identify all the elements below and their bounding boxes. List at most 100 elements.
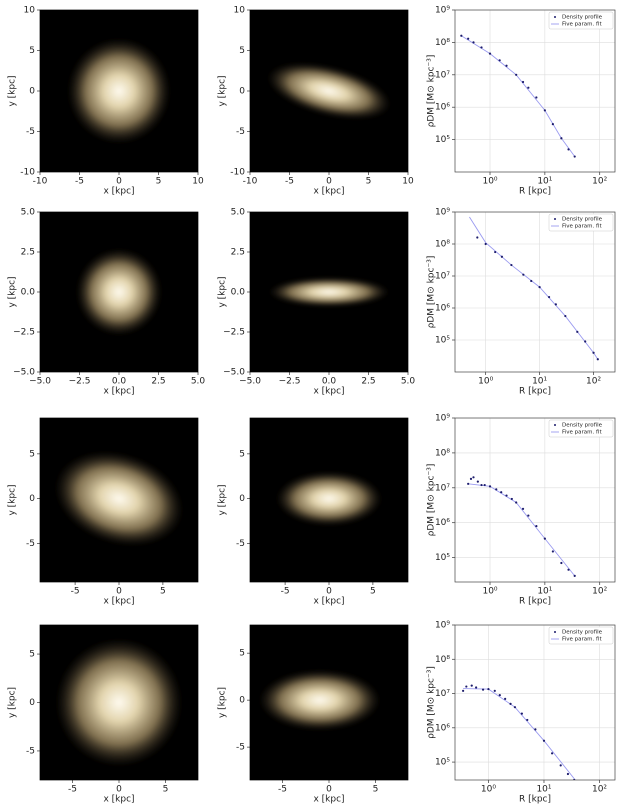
x-tick-label: 0 bbox=[326, 785, 332, 795]
x-axis-label: x [kpc] bbox=[103, 795, 134, 805]
data-point bbox=[505, 64, 508, 67]
y-tick-label: −5.0 bbox=[223, 368, 245, 378]
data-point bbox=[504, 697, 507, 700]
data-point bbox=[509, 702, 512, 705]
x-tick-label: 5 bbox=[163, 785, 169, 795]
panel: 10⁰ 10¹ 10² 10⁵ 10⁶ 10⁷ 10⁸ 10⁹ Density profileF… bbox=[427, 621, 616, 805]
x-axis-label: x [kpc] bbox=[313, 187, 344, 197]
y-tick-label: −2.5 bbox=[223, 328, 245, 338]
data-point bbox=[550, 752, 554, 755]
y-tick-label: −5.0 bbox=[13, 368, 35, 378]
y-tick-label: 10⁶ bbox=[435, 304, 450, 314]
data-point bbox=[513, 706, 517, 709]
y-tick-label: 5 bbox=[29, 449, 35, 459]
plot-background bbox=[455, 212, 615, 372]
y-tick-label: 0 bbox=[239, 696, 245, 706]
data-point bbox=[480, 46, 483, 49]
axes-frame bbox=[39, 417, 199, 583]
plot-background bbox=[455, 625, 615, 780]
data-point bbox=[534, 728, 537, 731]
y-axis-label: ρDM [M⊙ kpc⁻³] bbox=[427, 55, 437, 128]
data-point bbox=[527, 514, 530, 517]
x-tick-label: 10¹ bbox=[532, 377, 547, 387]
y-axis-label: y [kpc] bbox=[8, 687, 18, 718]
legend-label: Five param. fit bbox=[562, 430, 602, 436]
legend-marker bbox=[554, 631, 556, 633]
y-tick-label: 10⁷ bbox=[435, 483, 450, 493]
plot-area bbox=[455, 10, 615, 172]
x-tick-label: 0 bbox=[116, 177, 122, 187]
x-tick-label: -5 bbox=[278, 785, 287, 795]
y-tick-label: 10⁶ bbox=[435, 103, 450, 113]
axes-frame bbox=[454, 417, 616, 583]
legend-box bbox=[548, 419, 614, 438]
plot-background bbox=[455, 10, 615, 172]
data-point bbox=[498, 59, 501, 62]
x-tick-label: 2.5 bbox=[361, 377, 375, 387]
y-tick-label: 10⁸ bbox=[435, 655, 450, 665]
axes-frame bbox=[39, 211, 199, 373]
fit-line bbox=[461, 35, 576, 157]
y-tick-label: 5 bbox=[239, 449, 245, 459]
y-tick-label: 5.0 bbox=[231, 208, 246, 218]
plot-area bbox=[40, 625, 198, 780]
y-tick-label: 10⁸ bbox=[435, 38, 450, 48]
data-point bbox=[476, 236, 479, 239]
data-point bbox=[494, 250, 497, 254]
data-point bbox=[584, 340, 587, 343]
data-point bbox=[481, 688, 485, 691]
data-point bbox=[460, 34, 463, 37]
y-tick-label: -10 bbox=[20, 168, 35, 178]
legend-label: Density profile bbox=[562, 630, 603, 636]
y-tick-label: 0.0 bbox=[231, 288, 246, 298]
panel: -5 0 5 -5 0 5 x [kpc] y [kpc] bbox=[8, 417, 199, 607]
x-tick-label: -10 bbox=[243, 177, 258, 187]
x-tick-label: 10² bbox=[592, 587, 607, 597]
data-point bbox=[573, 574, 576, 577]
panel: -10 -5 0 5 10 -10 -5 0 5 10 x [kpc] y [kpc] bbox=[8, 6, 204, 197]
data-point bbox=[551, 550, 554, 553]
data-point bbox=[505, 494, 508, 497]
plot-area bbox=[250, 10, 408, 172]
y-tick-label: -5 bbox=[26, 127, 35, 137]
data-point bbox=[510, 497, 513, 501]
data-point bbox=[535, 96, 538, 99]
panel: −5.0 −2.5 0.0 2.5 5.0 −5.0 −2.5 0.0 2.5 5.0 x [kpc… bbox=[8, 208, 206, 397]
x-tick-label: -5 bbox=[285, 177, 294, 187]
x-tick-label: 0.0 bbox=[112, 377, 127, 387]
panel: 10⁰ 10¹ 10² 10⁵ 10⁶ 10⁷ 10⁸ 10⁹ Density profileF… bbox=[427, 414, 616, 607]
y-tick-label: −2.5 bbox=[13, 328, 35, 338]
y-tick-label: 10⁷ bbox=[435, 70, 450, 80]
galaxy bbox=[76, 248, 162, 336]
x-tick-label: 10 bbox=[192, 177, 204, 187]
data-point bbox=[596, 358, 599, 361]
x-tick-label: 0 bbox=[326, 177, 332, 187]
x-tick-label: -5 bbox=[71, 587, 80, 597]
x-tick-label: 5 bbox=[373, 785, 379, 795]
legend-label: Five param. fit bbox=[562, 637, 602, 643]
x-axis-label: x [kpc] bbox=[313, 795, 344, 805]
x-tick-label: -5 bbox=[281, 587, 290, 597]
x-tick-label: -10 bbox=[33, 177, 48, 187]
galaxy bbox=[259, 670, 381, 731]
data-point bbox=[495, 488, 498, 491]
data-point bbox=[522, 273, 525, 276]
y-axis-label: y [kpc] bbox=[218, 276, 228, 307]
data-point bbox=[521, 80, 525, 84]
x-tick-label: 0 bbox=[116, 587, 122, 597]
y-tick-label: 10⁶ bbox=[435, 723, 450, 733]
x-tick-label: -5 bbox=[68, 785, 77, 795]
x-tick-label: 10⁰ bbox=[478, 377, 493, 387]
y-tick-label: 10⁵ bbox=[435, 336, 450, 346]
data-point bbox=[480, 483, 483, 487]
y-tick-label: 10⁶ bbox=[435, 518, 450, 528]
legend-label: Density profile bbox=[562, 217, 603, 223]
axes-frame bbox=[454, 9, 616, 173]
data-point bbox=[476, 480, 479, 483]
y-tick-label: 10⁹ bbox=[435, 414, 450, 424]
plot-area bbox=[455, 418, 615, 582]
